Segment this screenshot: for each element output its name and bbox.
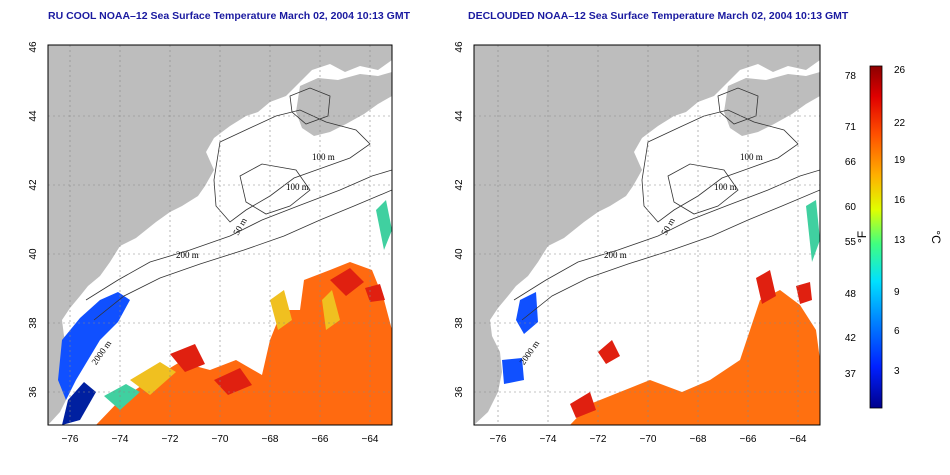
x-tick: −64 [790,434,807,445]
left-map-title: RU COOL NOAA–12 Sea Surface Temperature … [48,10,411,22]
fahrenheit-tick: 78 [845,71,857,82]
sst-cold-shelf [502,292,538,384]
y-tick: 44 [28,110,39,122]
land-mass [474,45,820,425]
contour-100m [213,109,371,223]
x-tick: −74 [540,434,557,445]
contour-label-200m: 200 m [176,250,199,260]
fahrenheit-tick: 42 [845,333,857,344]
temperature-colorbar: 78 71 66 60 55 48 42 37 26 22 19 16 13 9… [845,65,943,409]
celsius-tick: 9 [894,287,900,298]
celsius-tick: 16 [894,195,906,206]
fahrenheit-tick: 37 [845,369,857,380]
sst-green-region [806,200,820,262]
contour-label-100m-b: 100 m [286,182,309,192]
x-tick: −70 [640,434,657,445]
sst-cold-shelf [58,292,130,400]
fahrenheit-tick: 66 [845,157,857,168]
sst-green-region [104,200,392,410]
x-tick: −74 [112,434,129,445]
x-tick: −68 [262,434,279,445]
contour-200m [85,169,392,301]
y-tick: 40 [28,248,39,260]
y-tick: 36 [454,386,465,398]
x-tick: −66 [740,434,757,445]
contour-label-100m-a: 100 m [740,152,763,162]
colorbar-gradient [869,65,883,409]
x-tick: −66 [312,434,329,445]
contour-2000m [521,189,820,321]
contour-2000m [93,189,392,321]
fahrenheit-tick: 60 [845,202,857,213]
fahrenheit-tick: 71 [845,122,857,133]
celsius-tick: 3 [894,366,900,377]
celsius-label: °C [929,230,943,244]
y-tick: 38 [454,317,465,329]
land-mass [48,45,392,425]
left-sst-map: 100 m 100 m 50 m 200 m 2000 m −76 −74 −7… [28,41,393,445]
y-tick: 40 [454,248,465,260]
y-tick: 46 [454,41,465,53]
x-tick: −72 [162,434,179,445]
x-tick: −72 [590,434,607,445]
y-tick: 42 [454,179,465,191]
sst-cold-dark [62,382,96,425]
fahrenheit-tick: 55 [845,237,857,248]
fahrenheit-label: °F [855,231,869,243]
contour-100m [641,109,799,223]
y-tick: 46 [28,41,39,53]
x-tick: −76 [62,434,79,445]
celsius-tick: 6 [894,326,900,337]
contour-label-100m-b: 100 m [714,182,737,192]
y-tick: 44 [454,110,465,122]
contour-200m [513,169,820,301]
sst-warm-region [570,290,820,425]
sst-mid-region [130,290,340,395]
contour-label-100m-a: 100 m [312,152,335,162]
contour-label-200m: 200 m [604,250,627,260]
y-tick: 36 [28,386,39,398]
x-tick: −70 [212,434,229,445]
y-tick: 42 [28,179,39,191]
contour-50m [239,163,311,215]
x-tick: −64 [362,434,379,445]
right-map-title: DECLOUDED NOAA–12 Sea Surface Temperatur… [468,10,849,22]
celsius-tick: 26 [894,65,906,76]
celsius-tick: 22 [894,118,906,129]
y-tick: 38 [28,317,39,329]
celsius-tick: 13 [894,235,906,246]
celsius-tick: 19 [894,155,906,166]
fahrenheit-tick: 48 [845,289,857,300]
sst-warm-region [96,262,392,425]
x-tick: −68 [690,434,707,445]
x-tick: −76 [490,434,507,445]
contour-50m [667,163,739,215]
right-sst-map: 100 m 100 m 50 m 200 m 2000 m −76 −74 −7… [454,41,821,445]
